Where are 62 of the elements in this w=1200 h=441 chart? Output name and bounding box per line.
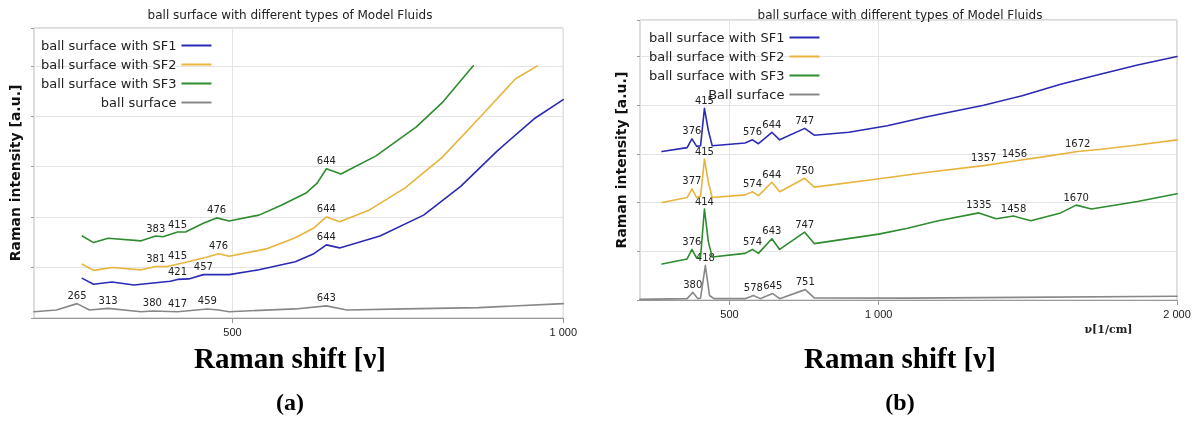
legend-label: ball surface with SF2 [649,49,785,64]
x-tick-label: 2 000 [1163,307,1191,320]
legend-label: ball surface [100,95,177,110]
annotation: 1670 [1063,191,1089,203]
text: Raman shift [ν] [193,342,387,375]
annotation: 578 [743,281,763,293]
legend-label: ball surface with SF1 [41,38,177,53]
x-tick-label: 500 [223,325,242,338]
annotation: 415 [168,218,188,230]
annotation: 380 [683,278,703,290]
x-tick-label: 500 [720,307,739,320]
legend-label: ball surface with SF3 [649,68,785,83]
annotation: 265 [67,290,87,302]
y-axis-title: Raman intensity [a.u.] [7,84,23,262]
annotation: 643 [762,225,782,237]
chart-title: ball surface with different types of Model Fluids [757,8,1043,22]
annotation: 645 [763,280,783,292]
annotation: 417 [168,298,188,310]
annotation: 644 [316,231,336,243]
x-axis-title: ν[1/cm] [1084,323,1133,336]
annotation: 414 [694,195,714,207]
x-tick-label: 1 000 [549,325,577,338]
legend-label: ball surface with SF3 [41,76,177,91]
annotation: 476 [209,240,229,252]
annotation: 1456 [1001,147,1028,159]
annotation: 1335 [966,199,992,211]
annotation: 574 [742,178,763,190]
annotation: 747 [795,218,815,230]
legend-label: ball surface with SF1 [649,30,785,45]
y-axis-title: Raman intensity [a.u.] [613,71,629,249]
text: (a) [275,389,305,416]
annotation: 377 [682,175,702,187]
annotation: 381 [146,253,166,265]
text: (b) [884,389,916,416]
annotation: 751 [795,276,815,288]
annotation: 380 [142,297,162,309]
annotation: 421 [168,265,188,277]
x-tick-label: 1 000 [864,307,893,320]
annotation: 1672 [1064,138,1091,150]
annotation: 376 [682,235,702,247]
annotation: 383 [146,222,166,234]
annotation: 1458 [1000,202,1027,214]
annotation: 376 [682,125,702,137]
annotation: 476 [207,204,227,216]
chart-title: ball surface with different types of Model Fluids [147,8,433,22]
text: Raman shift [ν] [803,342,997,375]
annotation: 750 [795,164,815,176]
annotation: 643 [316,292,336,304]
annotation: 459 [197,295,217,307]
annotation: 747 [795,114,815,126]
annotation: 574 [742,235,763,247]
annotation: 644 [762,118,782,130]
legend-label: ball surface with SF2 [41,57,177,72]
annotation: 313 [98,294,118,306]
annotation: 644 [316,155,336,167]
annotation: 644 [316,203,336,215]
annotation: 415 [168,249,188,261]
annotation: 644 [762,168,782,180]
annotation: 415 [694,145,714,157]
annotation: 1357 [970,152,997,164]
annotation: 576 [742,126,763,138]
annotation: 457 [193,261,213,273]
